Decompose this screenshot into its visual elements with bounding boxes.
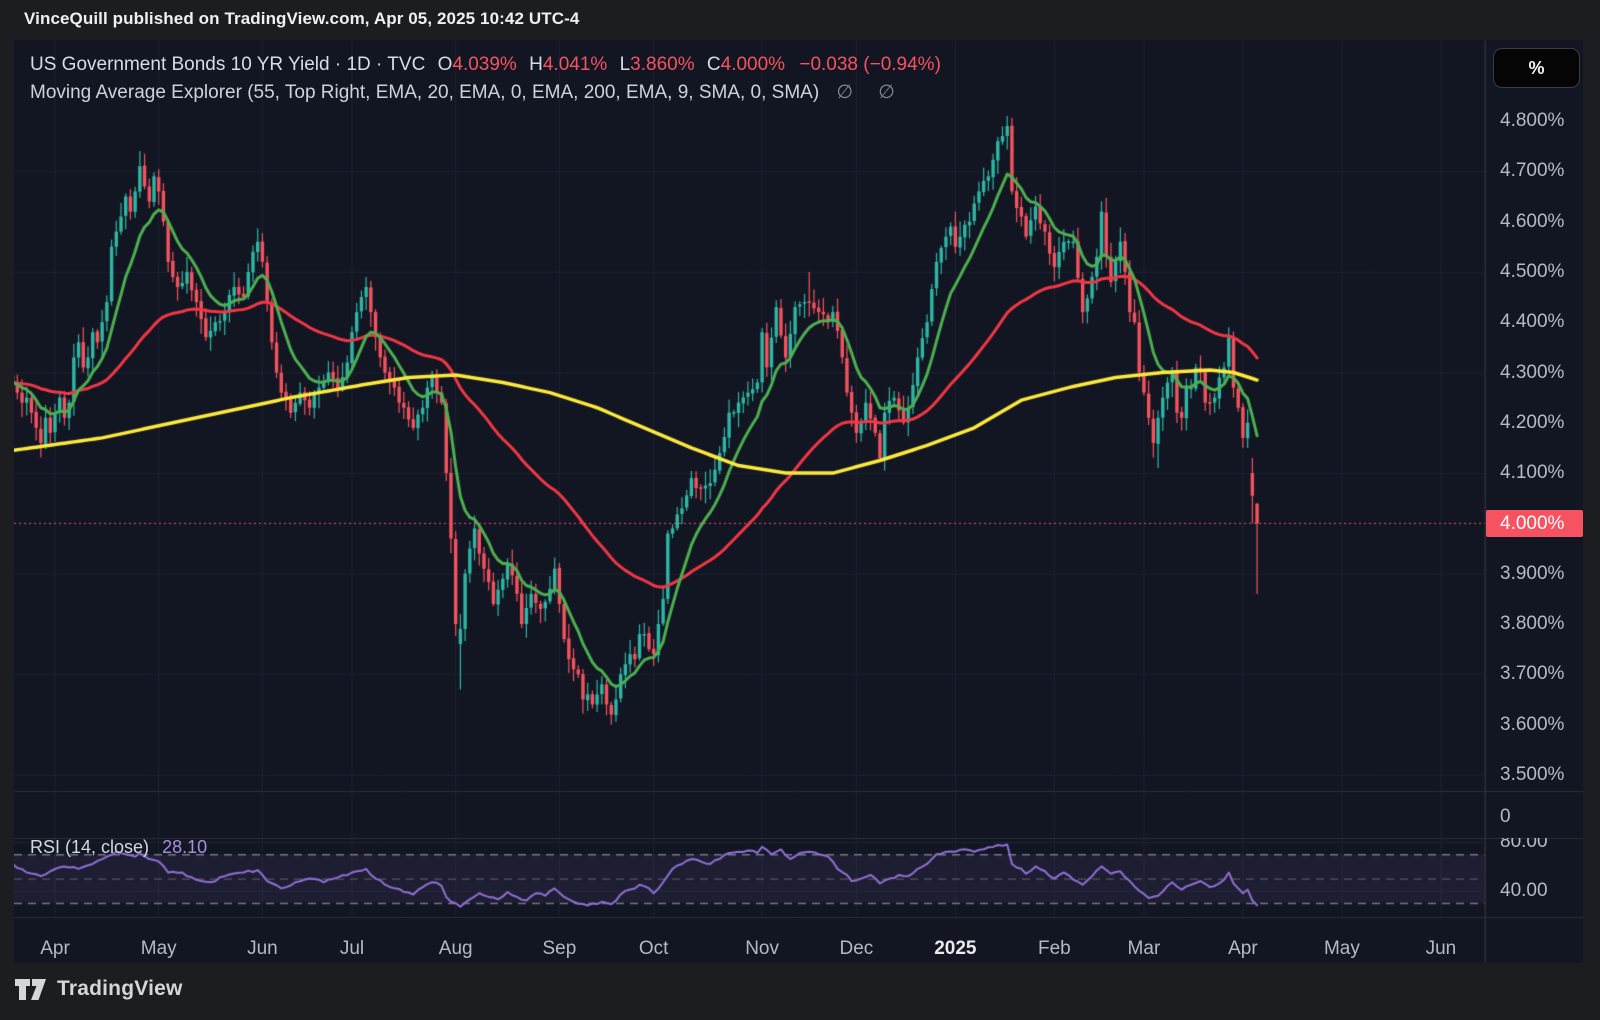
ohlc-low-value: 3.860% [630,54,695,75]
rsi-axis-label: 80.00 [1500,838,1548,852]
tradingview-logo-icon [15,978,46,1000]
time-axis-label-oct: Oct [638,938,669,959]
time-axis-label-feb: Feb [1037,938,1071,959]
change-value: −0.038 (−0.94%) [799,54,941,75]
watermark-text: TradingView [57,977,183,1000]
rsi-legend[interactable]: RSI (14, close) 28.10 [30,837,207,858]
rsi-legend-title[interactable]: RSI (14, close) [30,837,150,857]
indicator-title[interactable]: Moving Average Explorer (55, Top Right, … [30,82,820,103]
indicator-empty-values: ∅ ∅ [836,82,905,103]
time-axis-label-2025: 2025 [934,938,977,959]
time-axis-label-aug: Aug [438,938,473,959]
ohlc-close-label: C [706,54,721,75]
bottom-bar: TradingView [0,963,1600,1020]
chart-area[interactable]: US Government Bonds 10 YR Yield · 1D · T… [14,40,1583,963]
time-axis-label-jun: Jun [247,938,278,959]
tradingview-watermark[interactable]: TradingView [15,977,183,1001]
time-axis-label-apr: Apr [40,938,70,959]
indicator-header[interactable]: Moving Average Explorer (55, Top Right, … [30,81,905,104]
symbol-header[interactable]: US Government Bonds 10 YR Yield · 1D · T… [30,54,941,76]
time-axis-label-mar: Mar [1127,938,1161,959]
attribution-bar: VinceQuill published on TradingView.com,… [0,0,1600,40]
time-axis-label-apr: Apr [1228,938,1258,959]
time-axis-label-sep: Sep [542,938,577,959]
time-axis-label-nov: Nov [745,938,779,959]
ohlc-high-label: H [529,54,543,75]
time-axis-label-may: May [1323,938,1360,959]
ohlc-low-label: L [619,54,631,75]
main-chart-canvas[interactable] [14,40,1583,963]
ohlc-high-value: 4.041% [542,54,608,75]
attribution-text: VinceQuill published on TradingView.com,… [24,9,580,28]
time-axis-label-dec: Dec [839,938,874,959]
ohlc-open-label: O [437,54,453,75]
rsi-axis[interactable]: 80.00 40.00 [1486,838,1583,917]
ohlc-open-value: 4.039% [452,54,517,75]
symbol-title[interactable]: US Government Bonds 10 YR Yield · 1D · T… [30,54,426,75]
price-scale-unit-button[interactable]: % [1493,48,1580,88]
time-axis-label-jul: Jul [339,938,365,959]
ohlc-close-value: 4.000% [720,54,786,75]
rsi-legend-value: 28.10 [162,837,208,857]
last-price-label: 4.000% [1486,510,1583,537]
time-axis-label-may: May [140,938,177,959]
time-axis-label-jun: Jun [1425,938,1457,959]
rsi-axis-label: 40.00 [1500,879,1548,901]
